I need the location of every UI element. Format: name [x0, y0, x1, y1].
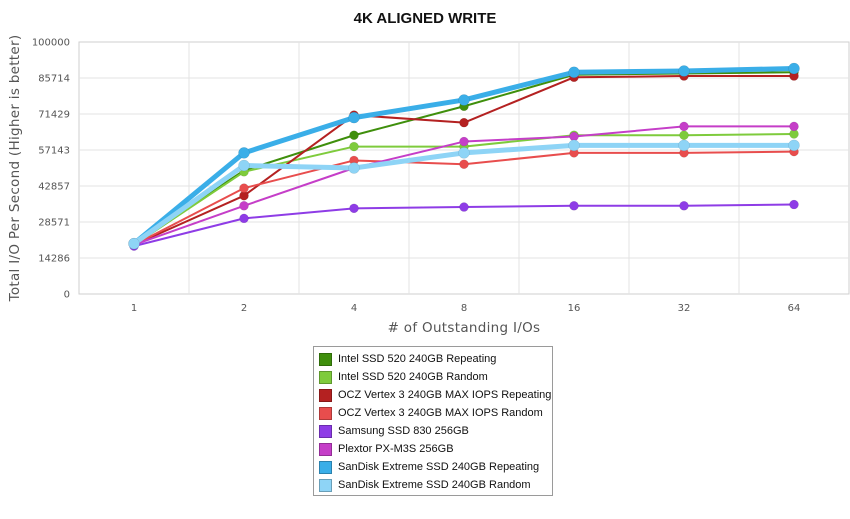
legend-item: OCZ Vertex 3 240GB MAX IOPS Repeating	[317, 386, 552, 404]
series-8-point	[678, 139, 690, 152]
series-3-point	[459, 117, 469, 128]
series-8-point	[348, 162, 360, 174]
legend-swatch	[319, 406, 332, 420]
series-6-point	[459, 136, 469, 147]
legend-label: OCZ Vertex 3 240GB MAX IOPS Repeating	[338, 389, 552, 401]
x-axis-label: # of Outstanding I/Os	[388, 320, 541, 336]
x-tick-label: 8	[461, 303, 467, 314]
legend-item: Intel SSD 520 240GB Random	[317, 368, 552, 386]
x-tick-label: 32	[678, 303, 691, 314]
legend-label: Samsung SSD 830 256GB	[338, 425, 469, 437]
series-5-point	[679, 201, 689, 211]
legend-label: Intel SSD 520 240GB Random	[338, 371, 488, 383]
legend-item: SanDisk Extreme SSD 240GB Random	[317, 476, 552, 494]
legend-item: Intel SSD 520 240GB Repeating	[317, 350, 552, 368]
y-tick-label: 14286	[38, 254, 70, 265]
series-5-point	[239, 213, 249, 224]
legend-swatch	[319, 388, 332, 402]
legend-label: Plextor PX-M3S 256GB	[338, 443, 454, 455]
legend-item: OCZ Vertex 3 240GB MAX IOPS Random	[317, 404, 552, 422]
series-5-point	[789, 199, 799, 210]
legend-label: Intel SSD 520 240GB Repeating	[338, 353, 497, 365]
legend-swatch	[319, 424, 332, 438]
chart-title: 4K ALIGNED WRITE	[354, 10, 497, 27]
series-5-point	[349, 203, 359, 214]
x-tick-label: 16	[568, 303, 581, 314]
chart-legend: Intel SSD 520 240GB Repeating Intel SSD 5…	[313, 346, 553, 496]
y-tick-label: 85714	[38, 74, 70, 85]
y-tick-label: 100000	[32, 38, 70, 49]
legend-swatch	[319, 478, 332, 492]
legend-swatch	[319, 442, 332, 456]
legend-label: OCZ Vertex 3 240GB MAX IOPS Random	[338, 407, 543, 419]
series-6-point	[679, 121, 689, 132]
series-5-point	[569, 201, 579, 211]
series-5	[129, 199, 799, 251]
x-tick-label: 2	[241, 303, 247, 314]
y-axis-ticks: 0 14286 28571 42857 57143 71429 85714 100000	[32, 38, 70, 301]
series-8-point	[458, 147, 470, 159]
y-tick-label: 42857	[38, 182, 70, 193]
series-6-point	[239, 201, 249, 211]
y-tick-label: 28571	[38, 218, 70, 229]
series-7-point	[678, 65, 690, 77]
series-8-point	[568, 139, 580, 152]
series-7	[128, 62, 800, 250]
series-group	[128, 62, 800, 251]
legend-label: SanDisk Extreme SSD 240GB Random	[338, 479, 531, 491]
series-7-point	[568, 66, 580, 78]
series-8-point	[128, 237, 140, 250]
series-6-point	[789, 121, 799, 132]
series-7-point	[238, 147, 250, 159]
series-2-point	[679, 130, 689, 140]
x-tick-label: 64	[788, 303, 801, 314]
series-4-point	[239, 183, 249, 193]
y-tick-label: 0	[64, 290, 70, 301]
legend-swatch	[319, 352, 332, 366]
series-7-point	[458, 94, 470, 106]
legend-swatch	[319, 460, 332, 474]
series-4-point	[459, 159, 469, 169]
series-4	[129, 146, 799, 250]
y-tick-label: 57143	[38, 146, 70, 157]
legend-label: SanDisk Extreme SSD 240GB Repeating	[338, 461, 540, 473]
series-7-point	[348, 111, 360, 124]
series-5-point	[459, 202, 469, 212]
x-axis-ticks: 1 2 4 8 16 32 64	[131, 303, 801, 314]
series-8	[128, 139, 800, 250]
legend-item: Samsung SSD 830 256GB	[317, 422, 552, 440]
series-8-point	[238, 159, 250, 172]
y-axis-label: Total I/O Per Second (Higher is better)	[7, 35, 23, 303]
series-7-point	[788, 62, 800, 75]
legend-item: SanDisk Extreme SSD 240GB Repeating	[317, 458, 552, 476]
legend-item: Plextor PX-M3S 256GB	[317, 440, 552, 458]
x-tick-label: 4	[351, 303, 357, 314]
series-2-point	[349, 141, 359, 152]
legend-swatch	[319, 370, 332, 384]
y-tick-label: 71429	[38, 110, 70, 121]
series-8-point	[788, 139, 800, 152]
x-tick-label: 1	[131, 303, 137, 314]
series-1-point	[349, 130, 359, 140]
